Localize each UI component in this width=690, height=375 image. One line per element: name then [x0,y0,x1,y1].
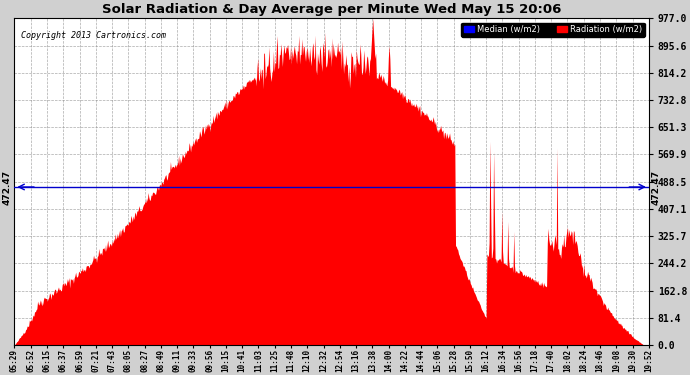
Text: Copyright 2013 Cartronics.com: Copyright 2013 Cartronics.com [21,32,166,40]
Text: 472.47: 472.47 [2,170,11,204]
Title: Solar Radiation & Day Average per Minute Wed May 15 20:06: Solar Radiation & Day Average per Minute… [102,3,562,16]
Text: 472.47: 472.47 [652,170,661,204]
Legend: Median (w/m2), Radiation (w/m2): Median (w/m2), Radiation (w/m2) [461,22,644,36]
